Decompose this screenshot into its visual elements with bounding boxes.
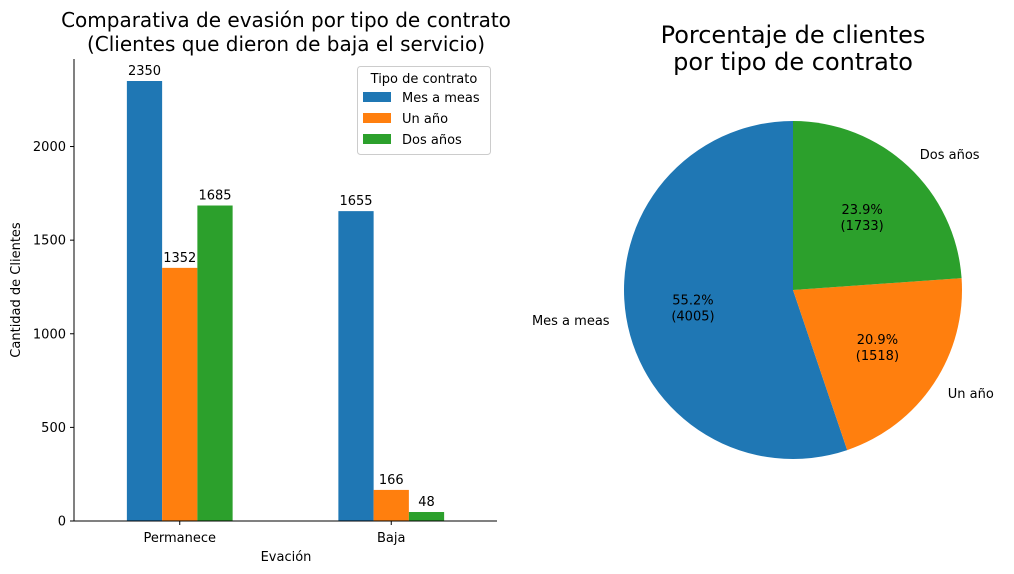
y-axis-ticks: 0 500 1000 1500 2000	[33, 140, 74, 530]
bar-permanece-un-ano	[162, 267, 198, 521]
pie-chart-title-line-2: por tipo de contrato	[673, 48, 913, 76]
bar-baja-mes-a-meas	[338, 211, 374, 521]
pie-slice-label: Un año	[948, 387, 994, 402]
pie-chart: Porcentaje de clientes por tipo de contr…	[532, 21, 994, 460]
y-tick-label: 0	[58, 515, 66, 530]
legend-label-dos-anos: Dos años	[402, 133, 462, 148]
pie-count-label: (1518)	[856, 349, 899, 364]
pie-chart-title-line-1: Porcentaje de clientes	[661, 21, 926, 49]
bar-value-label: 48	[418, 495, 435, 510]
bar-value-label: 1655	[339, 194, 372, 209]
legend-swatch-dos-anos	[363, 134, 391, 144]
bar-baja-dos-anos	[408, 512, 445, 521]
pie-plot-area: 55.2%(4005) Mes a meas 20.9%(1518) Un año 23…	[532, 121, 994, 460]
bar-value-label: 1352	[163, 251, 196, 266]
x-tick-label: Baja	[377, 531, 405, 546]
pie-pct-label: 55.2%	[672, 293, 713, 308]
bar-plot-area: 2350 1655 1352 166 1685 48	[126, 64, 445, 522]
y-tick-label: 2000	[33, 140, 66, 155]
pie-slice-mes-a-meas	[624, 121, 848, 460]
legend-label-un-ano: Un año	[402, 112, 448, 127]
bar-baja-un-ano	[373, 489, 409, 521]
y-axis-label: Cantidad de Clientes	[9, 222, 24, 358]
legend-label-mes-a-meas: Mes a meas	[402, 91, 480, 106]
legend-swatch-mes-a-meas	[363, 92, 391, 102]
bar-value-label: 2350	[128, 64, 161, 79]
y-tick-label: 1500	[33, 234, 66, 249]
x-axis-label: Evación	[261, 550, 312, 565]
legend: Tipo de contrato Mes a meas Un año Dos a…	[357, 66, 491, 155]
bar-permanece-mes-a-meas	[126, 81, 163, 521]
legend-title: Tipo de contrato	[370, 72, 478, 87]
x-axis-ticks: Permanece Baja	[143, 521, 405, 546]
pie-pct-label: 23.9%	[841, 203, 882, 218]
pie-slice-un-ano	[793, 278, 963, 451]
bar-chart-title: Comparativa de evasión por tipo de contr…	[61, 8, 511, 32]
bar-chart: Comparativa de evasión por tipo de contr…	[9, 8, 511, 565]
pie-pct-label: 20.9%	[857, 333, 898, 348]
bar-chart-subtitle: (Clientes que dieron de baja el servicio…	[87, 32, 485, 56]
bar-permanece-dos-anos	[197, 205, 233, 522]
legend-frame	[357, 66, 491, 155]
pie-slice-label: Mes a meas	[532, 314, 610, 329]
pie-slice-label: Dos años	[920, 148, 980, 163]
bar-value-label: 1685	[198, 189, 231, 204]
x-tick-label: Permanece	[143, 531, 216, 546]
legend-swatch-un-ano	[363, 113, 391, 123]
pie-count-label: (4005)	[671, 309, 714, 324]
pie-slice-dos-anos	[793, 121, 962, 290]
y-tick-label: 500	[41, 421, 66, 436]
y-tick-label: 1000	[33, 327, 66, 342]
pie-count-label: (1733)	[841, 219, 884, 234]
bar-value-label: 166	[379, 473, 404, 488]
